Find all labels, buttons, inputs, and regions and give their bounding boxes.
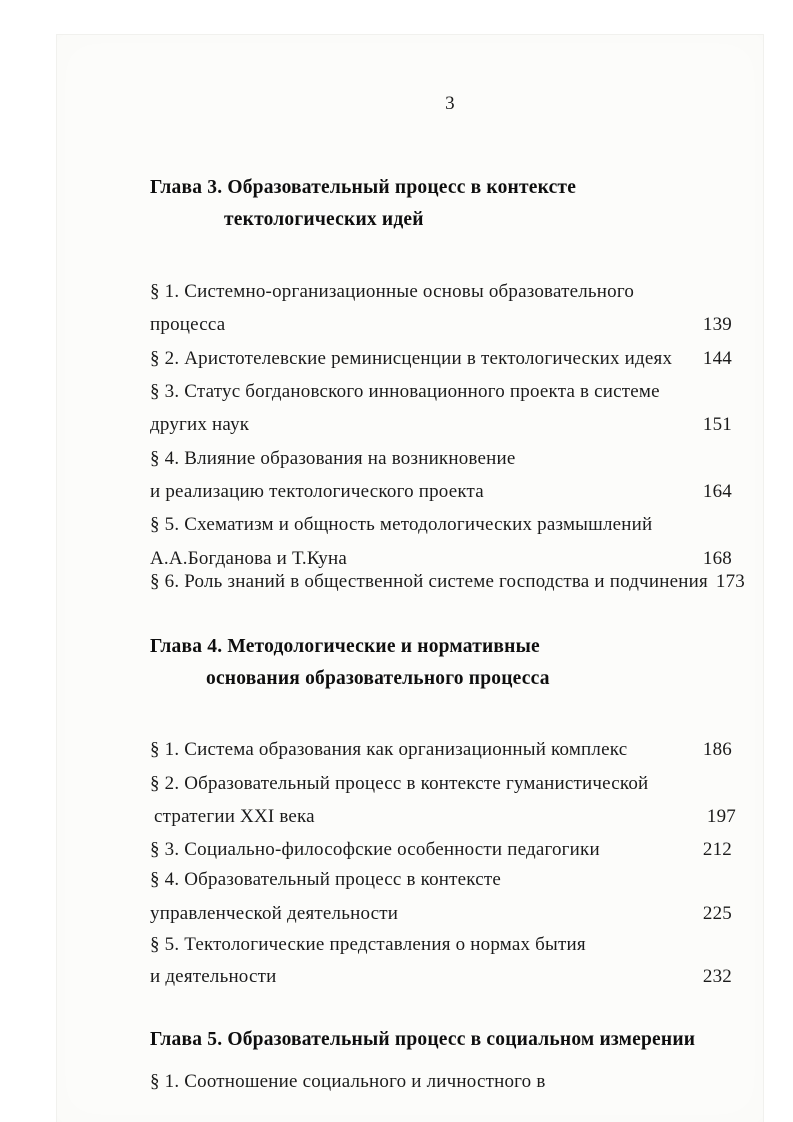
toc-entry-line: § 6. Роль знаний в общественной системе …	[150, 570, 745, 594]
toc-entry-line: процесса 139	[150, 313, 732, 337]
toc-entry-line: и деятельности 232	[150, 965, 732, 989]
toc-entry-text: § 6. Роль знаний в общественной системе …	[150, 571, 708, 592]
toc-entry-text: А.А.Богданова и Т.Куна	[150, 548, 347, 569]
toc-entry-line: § 5. Тектологические представления о нор…	[150, 933, 732, 957]
chapter-3-heading-line-2: тектологических идей	[224, 209, 424, 230]
toc-entry-line: § 1. Системно-организационные основы обр…	[150, 280, 732, 304]
toc-entry-line: § 4. Влияние образования на возникновени…	[150, 447, 732, 471]
chapter-3-heading-line-1: Глава 3. Образовательный процесс в конте…	[150, 177, 577, 198]
toc-entry-text: § 3. Социально-философские особенности п…	[150, 839, 600, 860]
toc-entry-line: А.А.Богданова и Т.Куна 168	[150, 547, 732, 571]
toc-entry-page: 197	[706, 806, 736, 827]
page-scan-background	[56, 34, 764, 1122]
toc-entry-page: 144	[702, 348, 732, 369]
toc-entry-line: § 2. Образовательный процесс в контексте…	[150, 772, 732, 796]
toc-entry-line: § 1. Соотношение социального и личностно…	[150, 1070, 732, 1094]
chapter-4-heading-line-2: основания образовательного процесса	[206, 668, 550, 689]
chapter-4-heading-line-1: Глава 4. Методологические и нормативные	[150, 636, 540, 657]
toc-entry-text: § 2. Аристотелевские реминисценции в тек…	[150, 348, 673, 369]
toc-entry-line: § 3. Социально-философские особенности п…	[150, 838, 732, 862]
toc-entry-line: § 1. Система образования как организацио…	[150, 738, 732, 762]
toc-entry-text: стратегии XXI века	[154, 806, 315, 827]
toc-entry-text: § 3. Статус богдановского инновационного…	[150, 381, 660, 402]
toc-entry-text: других наук	[150, 414, 250, 435]
toc-entry-page: 168	[702, 548, 732, 569]
toc-entry-page: 212	[702, 839, 732, 860]
toc-entry-text: § 4. Образовательный процесс в контексте	[150, 869, 502, 890]
toc-entry-page: 173	[715, 571, 746, 592]
chapter-5-heading-line-1: Глава 5. Образовательный процесс в социа…	[150, 1029, 696, 1050]
toc-entry-page: 164	[702, 481, 732, 502]
toc-entry-line: § 2. Аристотелевские реминисценции в тек…	[150, 347, 732, 371]
toc-entry-text: § 2. Образовательный процесс в контексте…	[150, 773, 649, 794]
toc-entry-text: и реализацию тектологического проекта	[150, 481, 484, 502]
toc-entry-line: § 5. Схематизм и общность методологическ…	[150, 513, 732, 537]
toc-entry-page: 186	[702, 739, 732, 760]
toc-entry-text: § 1. Соотношение социального и личностно…	[150, 1071, 546, 1092]
toc-entry-line: управленческой деятельности 225	[150, 902, 732, 926]
page-number: 3	[445, 93, 455, 114]
toc-entry-line: § 4. Образовательный процесс в контексте	[150, 868, 732, 892]
toc-entry-text: § 4. Влияние образования на возникновени…	[150, 448, 516, 469]
toc-entry-page: 225	[702, 903, 732, 924]
toc-entry-line: других наук 151	[150, 413, 732, 437]
toc-entry-line: стратегии XXI века 197	[150, 805, 736, 829]
toc-entry-line: и реализацию тектологического проекта 16…	[150, 480, 732, 504]
toc-entry-line: § 3. Статус богдановского инновационного…	[150, 380, 732, 404]
toc-entry-text: управленческой деятельности	[150, 903, 399, 924]
toc-entry-text: процесса	[150, 314, 226, 335]
toc-entry-text: § 5. Тектологические представления о нор…	[150, 934, 586, 955]
toc-entry-page: 232	[702, 966, 732, 987]
toc-entry-text: и деятельности	[150, 966, 277, 987]
toc-entry-page: 151	[702, 414, 732, 435]
toc-entry-text: § 1. Система образования как организацио…	[150, 739, 628, 760]
toc-entry-text: § 1. Системно-организационные основы обр…	[150, 281, 635, 302]
toc-entry-text: § 5. Схематизм и общность методологическ…	[150, 514, 653, 535]
toc-entry-page: 139	[702, 314, 732, 335]
